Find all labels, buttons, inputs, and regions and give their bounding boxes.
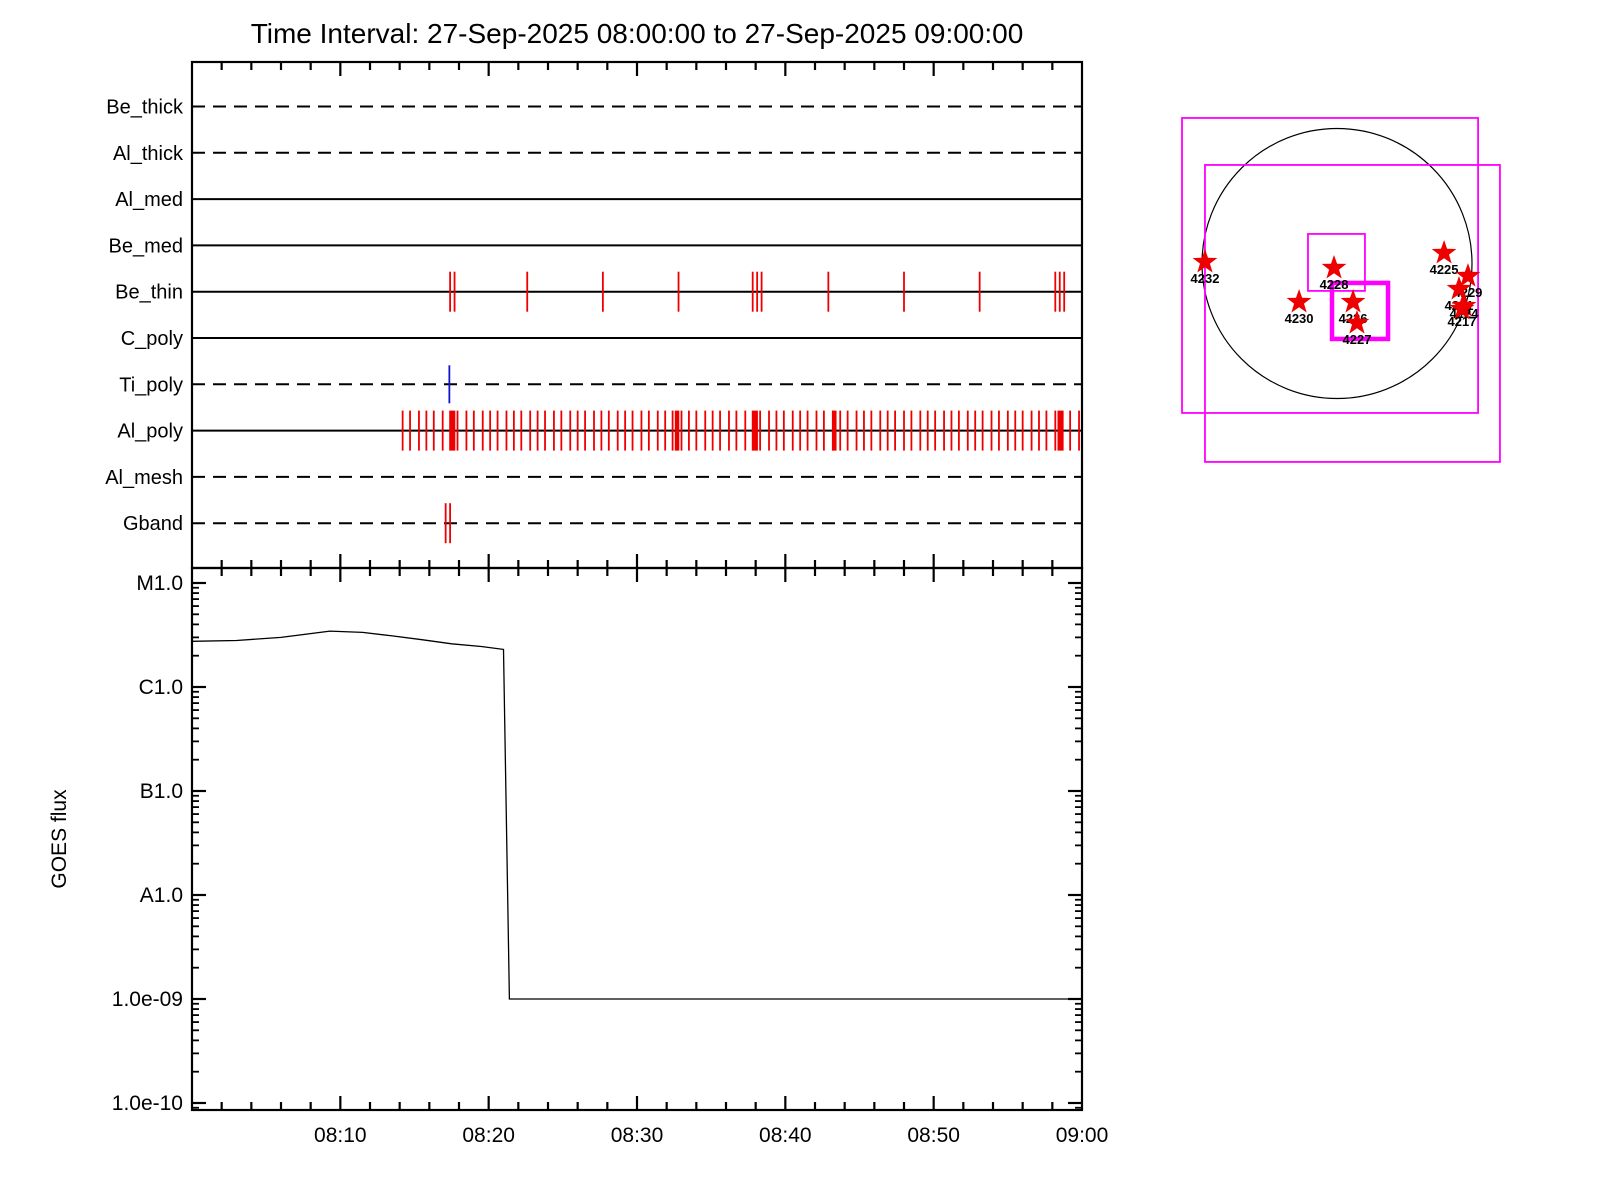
filter-row-Al_poly: Al_poly [117,410,1082,451]
goes-y-tick-label: 1.0e-09 [112,988,183,1011]
goes-x-tick-label: 08:10 [314,1124,367,1147]
star-icon [1449,296,1475,320]
filter-row-label: Be_med [109,235,184,257]
active-region-4228: 4228 [1320,255,1349,292]
active-region-4217: 4217 [1448,296,1477,329]
goes-y-tick-label: M1.0 [136,572,183,595]
goes-x-tick-label: 09:00 [1056,1124,1109,1147]
star-icon [1321,255,1347,279]
filter-row-Be_med: Be_med [109,235,1082,257]
fov-box [1204,164,1501,463]
star-icon [1446,276,1472,300]
goes-frame [190,566,1084,1112]
goes-y-tick-label: 1.0e-10 [112,1092,183,1115]
fov-box [1307,233,1366,292]
star-icon [1431,240,1457,264]
star-icon [1455,263,1481,287]
filter-row-label: Ti_poly [119,374,183,396]
filter-row-Be_thick: Be_thick [106,97,1082,119]
goes-y-axis-title: GOES flux [48,789,71,889]
goes-flux-curve [191,630,1082,1000]
active-region-label: 4228 [1320,277,1349,292]
star-icon [1344,310,1370,334]
fov-box-selected [1329,280,1391,342]
timeline-frame [190,60,1084,570]
goes-x-tick-label: 08:30 [611,1124,664,1147]
goes-flux-panel: M1.0 C1.0 B1.0 A1.0 1.0e-09 1.0e-10 08:10 08:20… [112,566,1109,1147]
filter-row-Al_thick: Al_thick [113,143,1082,165]
goes-y-tick-label: C1.0 [139,676,183,699]
filter-row-Al_mesh: Al_mesh [105,467,1082,489]
filter-row-label: Al_thick [113,143,184,165]
solar-disk-panel: 4232422842304226422742254229423142244217 [1181,117,1501,463]
filter-row-label: Be_thin [115,282,183,304]
filter-row-label: Al_poly [117,421,183,443]
goes-x-tick-label: 08:50 [907,1124,960,1147]
star-icon [1340,289,1366,313]
goes-x-tick-label: 08:20 [462,1124,515,1147]
active-region-4232: 4232 [1191,249,1220,286]
filter-row-label: Be_thick [106,97,184,119]
active-region-4227: 4227 [1343,310,1372,347]
star-icon [1192,249,1218,273]
goes-y-tick-label: A1.0 [140,884,183,907]
goes-x-tick-label: 08:40 [759,1124,812,1147]
filter-row-Gband: Gband [123,503,1082,544]
filter-row-label: Al_mesh [105,467,183,489]
active-region-label: 4230 [1285,311,1314,326]
active-region-4225: 4225 [1430,240,1459,277]
goes-y-tick-label: B1.0 [140,780,183,803]
active-region-label: 4225 [1430,262,1459,277]
filter-row-Be_thin: Be_thin [115,271,1082,312]
active-region-label: 4227 [1343,332,1372,347]
xrt-filter-timeline-panel: Be_thick Al_thick Al_med Be_med Be_thin C_pol… [105,60,1084,570]
active-region-label: 4217 [1448,314,1477,329]
filter-row-label: C_poly [121,328,183,350]
filter-row-Ti_poly: Ti_poly [119,365,1082,404]
filter-row-Al_med: Al_med [115,189,1082,211]
filter-row-label: Al_med [115,189,183,211]
filter-row-label: Gband [123,513,183,535]
page-title: Time Interval: 27-Sep-2025 08:00:00 to 2… [251,18,1024,49]
filter-row-C_poly: C_poly [121,328,1082,350]
star-icon [1286,289,1312,313]
fov-box [1181,117,1479,414]
active-region-label: 4232 [1191,271,1220,286]
active-region-4230: 4230 [1285,289,1314,326]
